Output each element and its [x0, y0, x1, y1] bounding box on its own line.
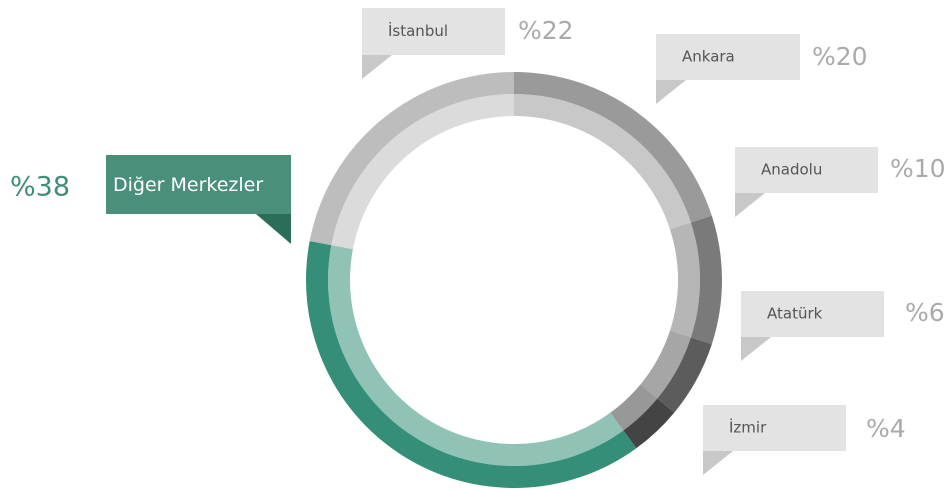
category-label: İzmir — [729, 418, 767, 437]
segment-outer — [657, 337, 712, 413]
value-label: %4 — [866, 414, 906, 443]
segment-outer — [514, 72, 712, 223]
segment-outer — [623, 398, 675, 449]
value-label: %20 — [812, 42, 868, 71]
segment-inner — [669, 222, 700, 338]
label-box — [703, 405, 846, 451]
callout-tail — [741, 337, 771, 361]
callout-tail — [362, 55, 392, 79]
segment-inner — [328, 245, 624, 466]
segment-outer — [306, 241, 637, 488]
value-label: %6 — [905, 298, 945, 327]
callout-tail — [703, 451, 733, 475]
callout-tail — [656, 80, 686, 104]
segment-inner — [514, 94, 691, 230]
category-label: Anadolu — [761, 161, 822, 179]
category-label: Atatürk — [767, 305, 823, 323]
label-box — [656, 34, 800, 80]
category-label: Diğer Merkezler — [113, 174, 263, 196]
label-box — [362, 8, 505, 55]
segment-outer — [690, 215, 723, 345]
segment-inner — [610, 384, 658, 431]
label-box — [741, 291, 884, 337]
callout-tail — [735, 193, 765, 217]
value-label: %22 — [518, 16, 574, 45]
segment-inner — [640, 330, 691, 399]
category-label: Ankara — [682, 48, 735, 66]
segment-outer — [309, 72, 514, 246]
label-box — [106, 155, 291, 214]
value-label: %38 — [10, 172, 70, 203]
segment-inner — [331, 94, 514, 250]
value-label: %10 — [890, 154, 946, 183]
label-box — [735, 147, 878, 193]
category-label: İstanbul — [388, 21, 448, 40]
callout-tail — [256, 214, 291, 244]
